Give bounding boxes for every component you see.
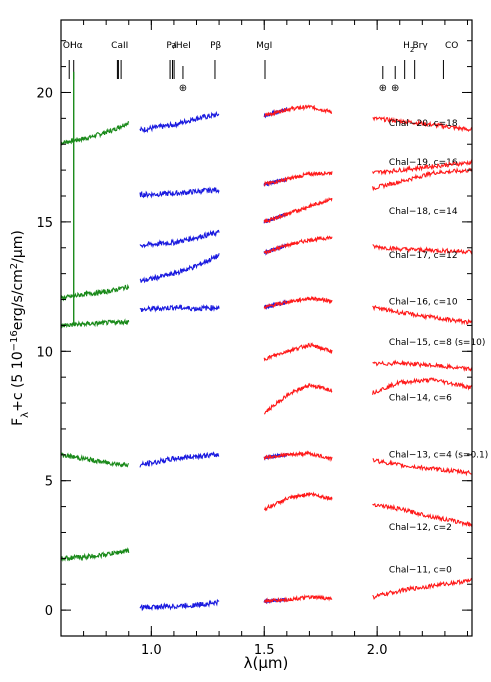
axes: 1.0 1.5 2.0 0 5 10 15 20 — [36, 20, 472, 658]
j-band-spectrum — [139, 451, 220, 468]
h-band-spectrum — [263, 342, 333, 362]
line-marker-label: CO — [445, 41, 458, 51]
k-band-spectrum — [372, 502, 473, 528]
j-band-spectrum — [139, 253, 220, 284]
line-marker-label: MgI — [256, 41, 272, 51]
series-label: Chal−16, c=10 — [389, 298, 458, 308]
k-band-spectrum — [372, 244, 473, 255]
y-tick-label: 15 — [36, 216, 53, 231]
series-label: Chal−13, c=4 (s=0.1) — [389, 450, 488, 460]
series-label: Chal−11, c=0 — [389, 566, 452, 576]
k-band-spectrum — [372, 116, 473, 133]
k-band-spectrum — [372, 577, 473, 600]
j-band-spectrum — [139, 304, 220, 313]
h-band-spectrum — [263, 104, 333, 118]
k-band-spectrum — [372, 167, 473, 192]
line-marker-label: /HeI — [173, 41, 191, 51]
k-band-spectrum — [372, 359, 473, 372]
line-marker-label: H2 — [403, 41, 414, 54]
telluric-symbol: ⊕ — [179, 83, 187, 94]
series-label: Chal−14, c=6 — [389, 393, 452, 403]
series-label: Chal−15, c=8 (s=10) — [389, 338, 486, 348]
h-band-spectrum — [263, 382, 333, 415]
plot-frame — [60, 19, 473, 637]
series-label: Chal−12, c=2 — [389, 523, 452, 533]
h-band-spectrum — [263, 170, 333, 188]
optical-spectrum — [60, 318, 130, 329]
h-band-spectrum — [263, 593, 333, 605]
series-label: Chal−19, c=16 — [389, 158, 458, 168]
line-marker-label: OI — [63, 41, 73, 51]
optical-spectrum — [60, 451, 129, 468]
y-tick-label: 5 — [45, 475, 53, 490]
k-band-spectrum — [372, 458, 473, 477]
y-tick-label: 10 — [36, 345, 53, 360]
k-band-spectrum — [372, 304, 473, 326]
y-axis-label: Fλ+c (5 10−16erg/s/cm2/μm) — [9, 230, 31, 426]
optical-spectrum — [60, 547, 130, 562]
h-band-spectrum — [263, 197, 333, 224]
h-band-spectrum — [263, 491, 333, 512]
spectra-layer: Chal−20, c=18 Chal−19, c=16 Chal−18, c=14 C… — [60, 71, 488, 612]
x-tick-label: 2.0 — [367, 643, 388, 658]
h-band-spectrum — [263, 450, 333, 463]
optical-spectrum — [60, 121, 130, 146]
y-tick-label: 20 — [36, 86, 53, 101]
line-marker-label: Brγ — [412, 41, 428, 51]
j-band-spectrum — [139, 598, 220, 612]
k-band-spectrum — [372, 377, 473, 395]
optical-spectrum — [60, 283, 130, 302]
h-band-spectrum — [263, 235, 333, 255]
series-label: Chal−17, c=12 — [389, 251, 458, 261]
line-marker-label: CaII — [111, 41, 128, 51]
telluric-symbol: ⊕ — [379, 83, 387, 94]
k-band-spectrum — [372, 159, 473, 176]
x-axis-label: λ(μm) — [244, 654, 289, 672]
telluric-symbol: ⊕ — [391, 83, 399, 94]
series-label: Chal−18, c=14 — [389, 207, 458, 217]
h-band-spectrum — [263, 295, 333, 310]
x-tick-label: 1.5 — [254, 643, 275, 658]
line-marker-label: Pβ — [210, 41, 221, 51]
series-label: Chal−20, c=18 — [389, 119, 458, 129]
x-tick-label: 1.0 — [141, 643, 162, 658]
line-marker-label: Hα — [70, 41, 83, 51]
y-tick-label: 0 — [45, 604, 53, 619]
j-band-spectrum — [139, 186, 220, 199]
j-band-spectrum — [139, 229, 220, 249]
j-band-spectrum — [139, 110, 220, 134]
line-marker-label: Pa — [166, 41, 177, 51]
